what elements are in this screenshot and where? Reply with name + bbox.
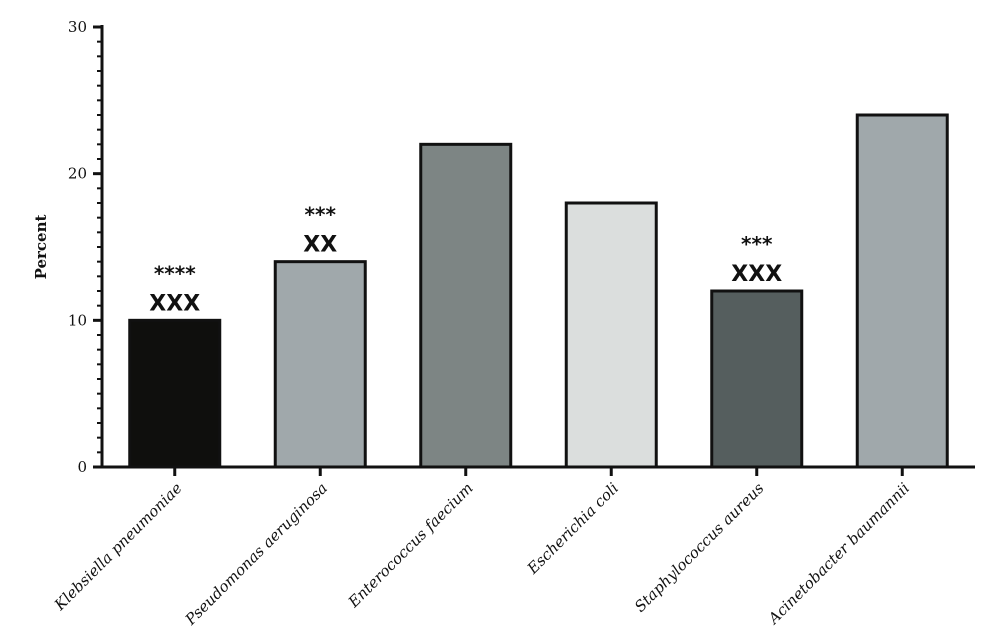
- bar: [710, 289, 804, 469]
- x-axis: [101, 465, 975, 476]
- bar: [273, 260, 367, 469]
- category-label: Enterococcus faecium: [344, 479, 477, 612]
- category-label: Escherichia coli: [523, 479, 622, 578]
- y-tick-label: 0: [77, 458, 87, 476]
- significance-annotations: XXX **** XX *** XXX ***: [149, 203, 782, 317]
- category-label: Staphylococcus aureus: [631, 479, 768, 616]
- significance-x-label: XX: [303, 233, 337, 258]
- y-axis-title: Percent: [32, 215, 50, 280]
- y-axis: 0 10 20 30: [68, 18, 104, 476]
- significance-x-label: XXX: [149, 291, 200, 316]
- y-tick-label: 20: [68, 165, 87, 183]
- significance-stars-label: ****: [154, 261, 196, 285]
- y-tick-label: 30: [68, 18, 87, 36]
- significance-x-label: XXX: [731, 262, 782, 287]
- category-label: Acinetobacter baumannii: [763, 479, 913, 629]
- bar: [564, 201, 658, 469]
- bar: [855, 113, 949, 469]
- bar: [128, 318, 222, 469]
- bar: [419, 142, 513, 469]
- category-label: Pseudomonas aeruginosa: [181, 479, 331, 629]
- bars: [128, 113, 949, 469]
- category-label: Klebsiella pneumoniae: [50, 479, 185, 614]
- y-tick-label: 10: [68, 311, 87, 329]
- significance-stars-label: ***: [305, 203, 337, 227]
- significance-stars-label: ***: [741, 232, 773, 256]
